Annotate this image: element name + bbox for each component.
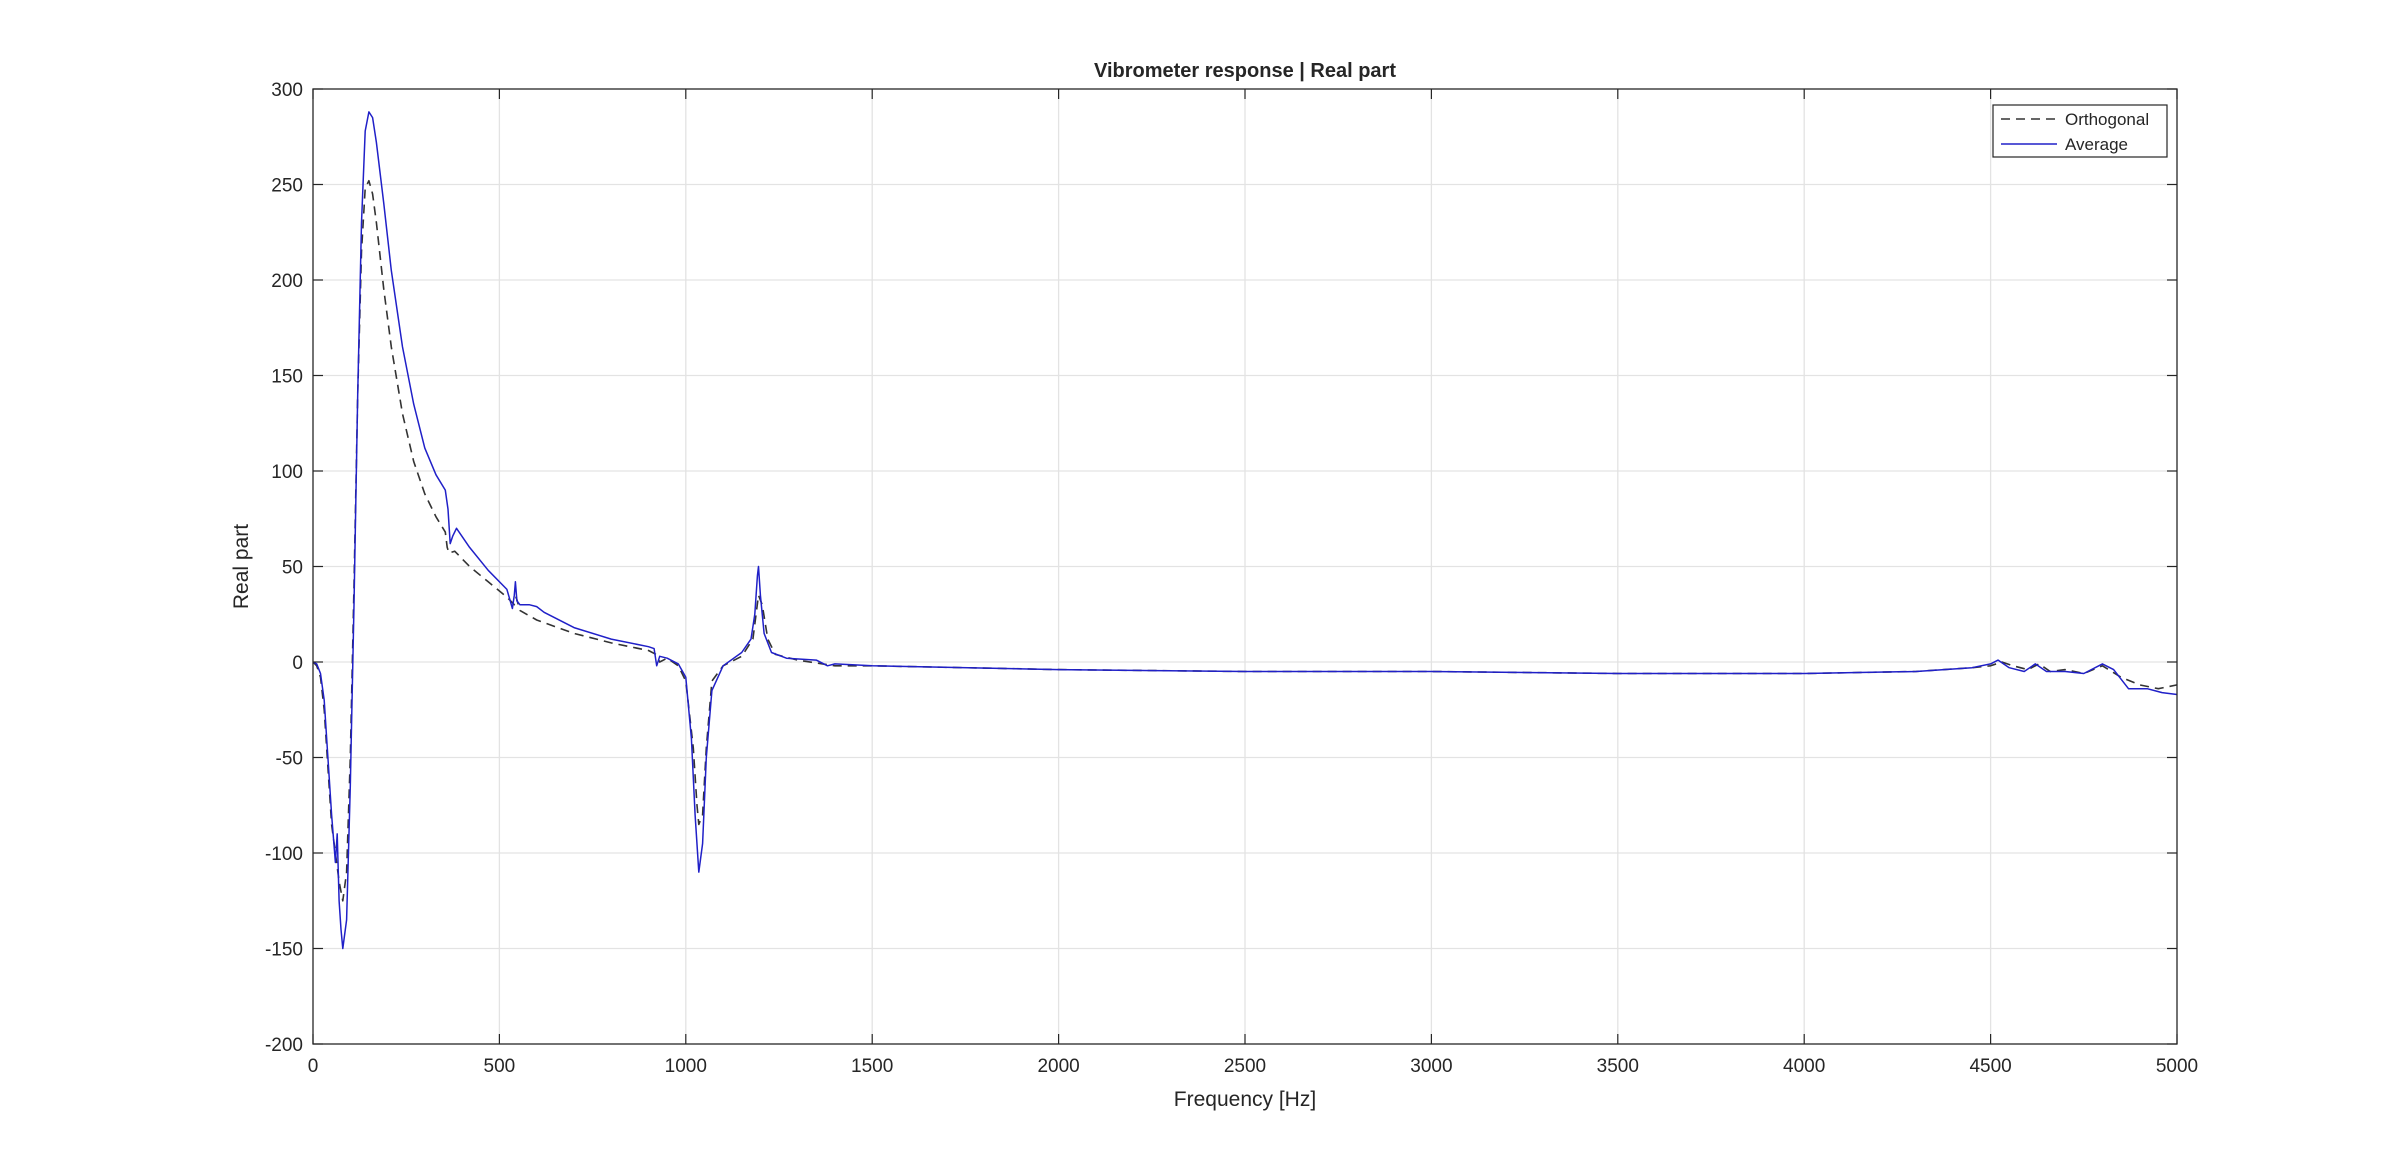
y-axis-label: Real part (230, 524, 253, 609)
y-tick-label: -200 (265, 1035, 303, 1056)
x-tick-label: 1500 (851, 1056, 893, 1077)
x-tick-label: 1000 (665, 1056, 707, 1077)
y-tick-label: 300 (271, 80, 303, 101)
x-tick-label: 0 (308, 1056, 319, 1077)
legend-entry-average: Average (2065, 135, 2128, 154)
x-tick-label: 2500 (1224, 1056, 1266, 1077)
x-axis-label: Frequency [Hz] (1174, 1088, 1316, 1111)
legend: Orthogonal Average (1992, 104, 2168, 158)
x-tick-label: 5000 (2156, 1056, 2198, 1077)
series-line-average (312, 111, 2178, 950)
x-tick-label: 4500 (1969, 1056, 2011, 1077)
y-tick-label: -150 (265, 940, 303, 961)
x-tick-label: 4000 (1783, 1056, 1825, 1077)
y-tick-label: -50 (276, 749, 303, 770)
legend-box (1992, 104, 2168, 158)
y-tick-label: 150 (271, 367, 303, 388)
chart-title: Vibrometer response | Real part (1094, 60, 1396, 82)
grid (313, 89, 2177, 1044)
series-layer (312, 111, 2178, 950)
axis-ticks: 0 500 1000 1500 2000 2500 3000 3500 4000 4500 5000… (265, 80, 2198, 1077)
y-tick-label: 0 (292, 653, 303, 674)
x-tick-label: 3500 (1597, 1056, 1639, 1077)
y-tick-label: 100 (271, 462, 303, 483)
legend-entry-orthogonal: Orthogonal (2065, 110, 2149, 129)
x-tick-label: 2000 (1037, 1056, 1079, 1077)
y-tick-label: -100 (265, 844, 303, 865)
x-tick-label: 3000 (1410, 1056, 1452, 1077)
y-tick-label: 50 (282, 558, 303, 579)
y-tick-label: 250 (271, 176, 303, 197)
y-tick-label: 200 (271, 271, 303, 292)
x-tick-label: 500 (484, 1056, 516, 1077)
